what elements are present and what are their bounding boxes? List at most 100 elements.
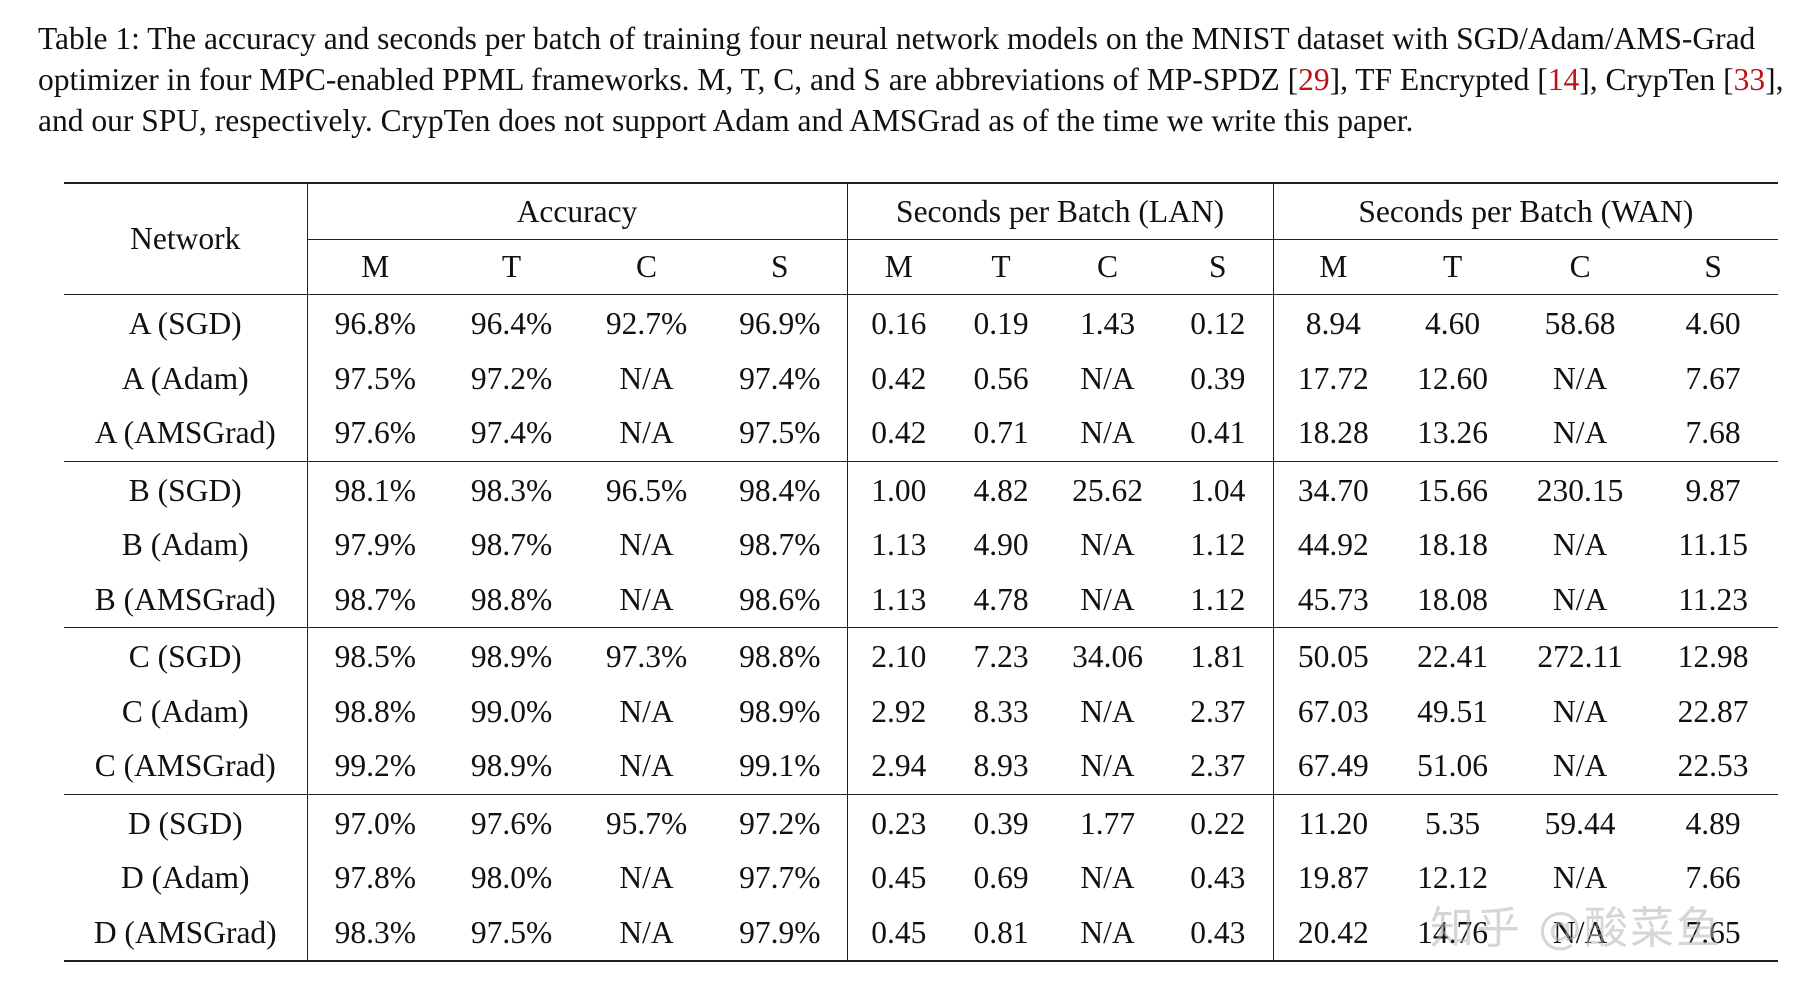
table-row: B (AMSGrad) 98.7% 98.8% N/A 98.6% 1.13 4.78 N/A… [64, 572, 1778, 628]
value-cell: N/A [1552, 914, 1608, 950]
value-cell: N/A [1552, 581, 1608, 617]
table-row: B (SGD) 98.1% 98.3% 96.5% 98.4% 1.00 4.82 25.62… [64, 460, 1779, 518]
citation-link-29[interactable]: 29 [1298, 62, 1330, 97]
value-cell: 98.8% [470, 581, 553, 617]
value-cell: 49.51 [1417, 693, 1489, 729]
value-cell: 97.0% [307, 793, 443, 851]
value-cell: N/A [1552, 527, 1608, 563]
value-cell: 96.5% [580, 460, 713, 518]
caption-text-2: ], TF Encrypted [ [1329, 62, 1548, 97]
table-row: A (AMSGrad) 97.6% 97.4% N/A 97.5% 0.42 0.71 N/A… [64, 406, 1778, 461]
network-cell: C (SGD) [64, 627, 308, 685]
value-cell: 0.43 [1163, 851, 1274, 906]
value-cell: 99.1% [713, 739, 848, 794]
value-cell: 11.20 [1273, 793, 1394, 851]
value-cell: N/A [619, 581, 674, 617]
value-cell: 98.1% [307, 460, 443, 518]
value-cell: N/A [1080, 415, 1135, 451]
value-cell: 1.13 [871, 527, 927, 563]
value-cell: 2.10 [847, 627, 951, 685]
value-cell: 97.5% [713, 406, 848, 461]
value-cell: N/A [1080, 527, 1135, 563]
value-cell: 0.56 [973, 360, 1029, 396]
value-cell: 44.92 [1297, 527, 1369, 563]
value-cell: N/A [1080, 581, 1135, 617]
value-cell: 98.9% [470, 748, 553, 784]
value-cell: 15.66 [1393, 460, 1513, 518]
sub-header-accuracy-c: C [580, 239, 713, 295]
value-cell: 97.2% [470, 360, 553, 396]
lan-group-header: Seconds per Batch (LAN) [847, 183, 1274, 240]
sub-header-wan-m: M [1273, 239, 1394, 295]
value-cell: 96.9% [713, 294, 848, 352]
network-cell: A (AMSGrad) [64, 406, 308, 461]
table-caption: Table 1: The accuracy and seconds per ba… [38, 18, 1800, 141]
sub-header-accuracy-s: S [713, 239, 848, 295]
value-cell: 51.06 [1417, 748, 1489, 784]
citation-link-14[interactable]: 14 [1547, 62, 1580, 97]
value-cell: 7.67 [1685, 360, 1741, 396]
value-cell: 1.04 [1163, 460, 1274, 518]
value-cell: 0.22 [1163, 793, 1274, 851]
value-cell: N/A [619, 415, 674, 451]
citation-link-33[interactable]: 33 [1733, 62, 1766, 97]
table-row: C (Adam) 98.8% 99.0% N/A 98.9% 2.92 8.33 N/A 2.3… [64, 684, 1778, 739]
network-cell: B (Adam) [64, 518, 308, 573]
value-cell: 98.8% [334, 693, 416, 729]
value-cell: 7.68 [1685, 415, 1741, 451]
value-cell: 13.26 [1417, 415, 1489, 451]
network-cell: A (Adam) [64, 351, 308, 406]
value-cell: N/A [1080, 693, 1135, 729]
value-cell: 1.43 [1079, 306, 1136, 342]
network-column-header: Network [64, 183, 308, 295]
value-cell: 4.90 [973, 527, 1029, 563]
value-cell: 97.5% [470, 914, 553, 950]
value-cell: 97.3% [580, 627, 713, 685]
value-cell: 1.13 [871, 581, 927, 617]
value-cell: 95.7% [580, 793, 713, 851]
value-cell: N/A [619, 527, 674, 563]
value-cell: 14.76 [1417, 914, 1489, 950]
value-cell: 98.8% [713, 627, 848, 685]
value-cell: N/A [619, 748, 674, 784]
value-cell: 0.16 [871, 306, 927, 342]
value-cell: 0.39 [950, 793, 1053, 851]
table-body: A (SGD) 96.8% 96.4% 92.7% 96.9% 0.16 0.19 1.43 0… [64, 294, 1779, 961]
value-cell: N/A [619, 860, 674, 896]
value-cell: 97.9% [713, 905, 848, 961]
value-cell: 8.93 [973, 748, 1029, 784]
value-cell: N/A [1080, 360, 1135, 396]
network-cell: D (AMSGrad) [64, 905, 308, 961]
value-cell: 1.77 [1052, 793, 1164, 851]
table-row: D (SGD) 97.0% 97.6% 95.7% 97.2% 0.23 0.39 1.77 0… [64, 793, 1779, 851]
value-cell: 98.5% [307, 627, 443, 685]
value-cell: 1.12 [1163, 518, 1274, 573]
value-cell: 12.60 [1417, 360, 1489, 396]
value-cell: 9.87 [1648, 460, 1779, 518]
value-cell: 272.11 [1512, 627, 1649, 685]
network-cell: D (Adam) [64, 851, 308, 906]
value-cell: N/A [619, 360, 674, 396]
table-row: C (SGD) 98.5% 98.9% 97.3% 98.8% 2.10 7.23 34.06… [64, 627, 1779, 685]
value-cell: 59.44 [1512, 793, 1649, 851]
value-cell: N/A [619, 693, 674, 729]
value-cell: 19.87 [1297, 860, 1369, 896]
value-cell: N/A [619, 914, 674, 950]
value-cell: 17.72 [1297, 360, 1369, 396]
value-cell: 7.65 [1685, 914, 1741, 950]
value-cell: 98.3% [334, 914, 416, 950]
value-cell: 97.4% [713, 351, 848, 406]
accuracy-group-header: Accuracy [307, 183, 848, 240]
results-table: Network Accuracy Seconds per Batch (LAN)… [64, 182, 1779, 962]
value-cell: 0.12 [1163, 294, 1274, 352]
value-cell: 8.94 [1305, 306, 1361, 342]
table-row: B (Adam) 97.9% 98.7% N/A 98.7% 1.13 4.90 N/A 1.1… [64, 518, 1778, 573]
sub-header-wan-s: S [1648, 239, 1779, 295]
value-cell: 22.41 [1393, 627, 1513, 685]
value-cell: 12.12 [1417, 860, 1489, 896]
network-cell: C (Adam) [64, 684, 308, 739]
wan-group-header: Seconds per Batch (WAN) [1273, 183, 1779, 240]
value-cell: 0.71 [973, 415, 1029, 451]
value-cell: 0.42 [871, 360, 927, 396]
value-cell: 97.9% [334, 527, 416, 563]
